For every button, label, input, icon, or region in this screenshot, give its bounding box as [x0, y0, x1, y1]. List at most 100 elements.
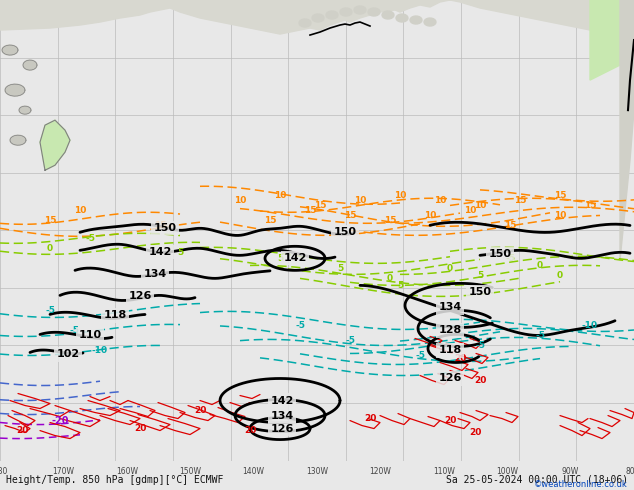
Text: 10: 10	[74, 206, 86, 215]
Text: -5: -5	[415, 351, 425, 360]
Text: 142: 142	[283, 253, 307, 263]
Text: 134: 134	[438, 302, 462, 313]
Text: 15: 15	[44, 216, 56, 225]
Text: 20: 20	[454, 354, 466, 363]
Text: 170W: 170W	[53, 467, 74, 476]
Text: 10: 10	[394, 191, 406, 200]
Text: 15: 15	[384, 216, 396, 225]
Text: 128: 128	[438, 325, 462, 336]
Text: -5: -5	[475, 341, 485, 350]
Text: 5: 5	[337, 264, 343, 273]
Polygon shape	[23, 60, 37, 70]
Text: 110W: 110W	[433, 467, 455, 476]
Text: 180: 180	[0, 467, 7, 476]
Text: 20: 20	[194, 406, 206, 415]
Text: 150: 150	[469, 287, 491, 297]
Polygon shape	[2, 45, 18, 55]
Polygon shape	[620, 0, 634, 260]
Text: 0: 0	[537, 261, 543, 270]
Text: 134: 134	[270, 411, 294, 420]
Text: -10: -10	[582, 321, 598, 330]
Polygon shape	[320, 0, 634, 38]
Polygon shape	[340, 8, 352, 16]
Text: 102: 102	[56, 349, 79, 360]
Polygon shape	[326, 11, 338, 19]
Text: Sa 25-05-2024 00:00 UTC (18+06): Sa 25-05-2024 00:00 UTC (18+06)	[446, 475, 628, 485]
Text: 20: 20	[444, 416, 456, 425]
Text: 20: 20	[134, 424, 146, 433]
Text: 10: 10	[274, 191, 286, 200]
Polygon shape	[0, 0, 320, 34]
Text: 15: 15	[514, 196, 526, 205]
Text: 100W: 100W	[496, 467, 518, 476]
Polygon shape	[40, 120, 70, 170]
Text: -5: -5	[85, 234, 95, 243]
Text: 140W: 140W	[243, 467, 264, 476]
Polygon shape	[5, 84, 25, 96]
Text: 80W: 80W	[625, 467, 634, 476]
Text: 10: 10	[424, 211, 436, 220]
Polygon shape	[299, 19, 311, 27]
Text: 20: 20	[469, 428, 481, 437]
Text: 126: 126	[128, 292, 152, 301]
Polygon shape	[410, 16, 422, 24]
Text: -5: -5	[45, 306, 55, 315]
Text: 10: 10	[434, 196, 446, 205]
Text: 10: 10	[354, 196, 366, 205]
Text: 120W: 120W	[370, 467, 391, 476]
Text: 5: 5	[397, 281, 403, 290]
Text: 5: 5	[277, 254, 283, 263]
Text: ©weatheronline.co.uk: ©weatheronline.co.uk	[534, 480, 628, 490]
Text: 0: 0	[387, 274, 393, 283]
Polygon shape	[590, 0, 634, 80]
Text: 142: 142	[270, 395, 294, 406]
Text: -5: -5	[295, 321, 305, 330]
Text: 0: 0	[557, 271, 563, 280]
Text: -5: -5	[345, 336, 355, 345]
Text: 10: 10	[554, 211, 566, 220]
Text: 130W: 130W	[306, 467, 328, 476]
Text: 5: 5	[177, 248, 183, 257]
Text: -5: -5	[70, 326, 80, 335]
Text: 118: 118	[103, 310, 127, 320]
Text: 15: 15	[344, 211, 356, 220]
Polygon shape	[424, 18, 436, 26]
Text: 142: 142	[148, 247, 172, 257]
Text: 15: 15	[314, 201, 327, 210]
Text: 20: 20	[364, 414, 376, 423]
Text: -10: -10	[92, 346, 108, 355]
Text: 15: 15	[553, 191, 566, 200]
Polygon shape	[19, 106, 31, 114]
Text: 10: 10	[464, 206, 476, 215]
Text: 150: 150	[333, 227, 356, 237]
Text: 10: 10	[234, 196, 246, 205]
Text: 126: 126	[270, 423, 294, 434]
Polygon shape	[382, 11, 394, 19]
Text: 160W: 160W	[116, 467, 138, 476]
Text: 20: 20	[474, 376, 486, 385]
Polygon shape	[368, 8, 380, 16]
Text: 15: 15	[304, 206, 316, 215]
Text: 15: 15	[584, 201, 596, 210]
Text: Height/Temp. 850 hPa [gdmp][°C] ECMWF: Height/Temp. 850 hPa [gdmp][°C] ECMWF	[6, 475, 224, 485]
Text: 0: 0	[447, 264, 453, 273]
Text: 118: 118	[438, 345, 462, 355]
Polygon shape	[312, 14, 324, 22]
Text: 0: 0	[47, 244, 53, 253]
Text: 150W: 150W	[179, 467, 201, 476]
Text: 110: 110	[79, 330, 101, 341]
Text: 10: 10	[474, 201, 486, 210]
Text: -5: -5	[535, 331, 545, 340]
Text: -20: -20	[51, 416, 68, 425]
Text: 134: 134	[143, 270, 167, 279]
Polygon shape	[10, 135, 26, 145]
Text: 15: 15	[154, 221, 166, 230]
Text: 150: 150	[153, 223, 176, 233]
Text: 15: 15	[504, 221, 516, 230]
Text: 150: 150	[489, 249, 512, 259]
Text: 90W: 90W	[562, 467, 579, 476]
Text: 15: 15	[264, 216, 276, 225]
Text: 5: 5	[477, 271, 483, 280]
Text: 20: 20	[244, 426, 256, 435]
Text: 20: 20	[16, 426, 28, 435]
